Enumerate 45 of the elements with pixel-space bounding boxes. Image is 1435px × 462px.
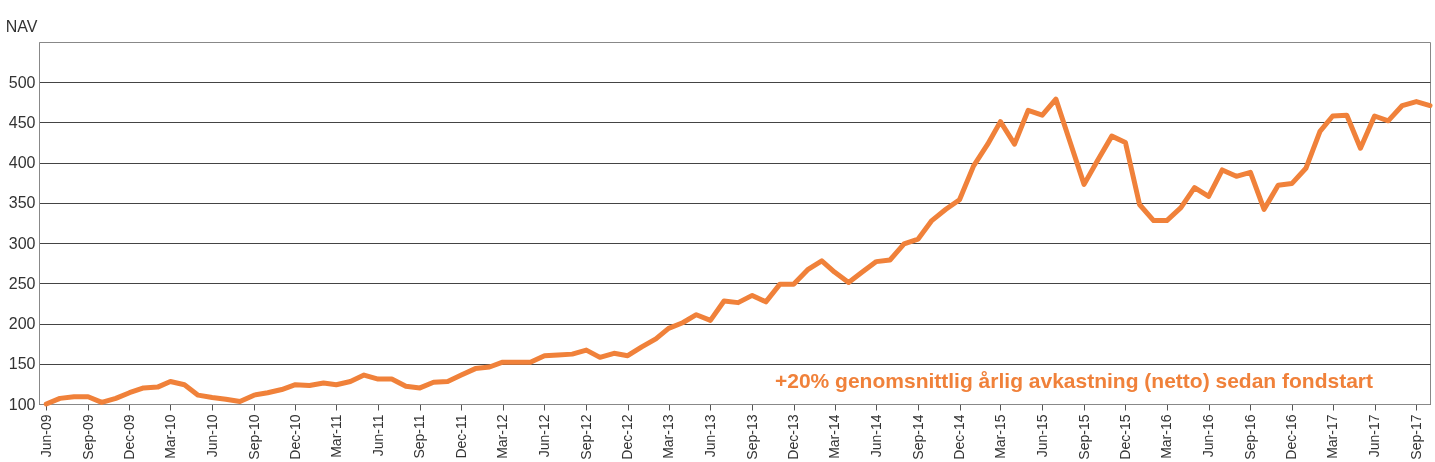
x-tick-label: Sep-13: [743, 414, 760, 460]
y-tick-label: 250: [8, 274, 36, 292]
x-tick-label: Sep-14: [909, 414, 926, 460]
x-tick-label: Dec-14: [951, 414, 968, 460]
y-tick-label: 400: [8, 154, 36, 172]
x-tick-label: Sep-17: [1407, 414, 1424, 460]
x-tick-label: Mar-12: [494, 414, 511, 459]
y-tick-label: 100: [8, 395, 36, 413]
x-tick-label: Dec-15: [1116, 414, 1133, 460]
x-tick-label: Mar-14: [826, 414, 843, 459]
annotation: +20% genomsnittlig årlig avkastning (netto) sedan fondstart: [774, 369, 1373, 392]
x-tick-label: Mar-11: [327, 414, 344, 458]
x-tick-label: Dec-13: [785, 414, 802, 460]
x-tick-label: Dec-10: [286, 414, 303, 460]
y-axis-title: NAV: [5, 17, 38, 35]
x-tick-label: Mar-15: [991, 414, 1008, 459]
x-tick-label: Mar-16: [1158, 414, 1175, 459]
x-tick-label: Jun-10: [203, 414, 220, 458]
x-tick-label: Dec-11: [452, 414, 469, 459]
x-tick-label: Mar-17: [1324, 414, 1341, 459]
y-tick-label: 350: [8, 194, 36, 212]
x-tick-label: Jun-12: [535, 414, 552, 458]
x-tick-label: Dec-09: [120, 414, 137, 460]
x-tick-label: Sep-12: [577, 414, 594, 460]
y-tick-label: 200: [8, 315, 36, 333]
y-tick-label: 150: [8, 355, 36, 373]
x-tick-label: Jun-14: [867, 414, 884, 458]
x-tick-label: Jun-09: [37, 414, 54, 458]
x-tick-label: Jun-13: [701, 414, 718, 458]
y-tick-label: 300: [8, 234, 36, 252]
x-tick-label: Jun-15: [1033, 414, 1050, 458]
x-tick-label: Mar-13: [660, 414, 677, 459]
x-tick-label: Sep-09: [79, 414, 96, 460]
x-tick-label: Mar-10: [161, 414, 178, 459]
x-tick-label: Sep-10: [245, 414, 262, 460]
x-tick-label: Sep-16: [1241, 414, 1258, 460]
y-tick-label: 500: [8, 73, 36, 91]
x-tick-label: Sep-11: [411, 414, 428, 459]
x-tick-label: Jun-11: [369, 414, 386, 457]
y-tick-label: 450: [8, 113, 36, 131]
x-tick-label: Sep-15: [1075, 414, 1092, 460]
x-tick-label: Jun-16: [1200, 414, 1217, 458]
x-tick-label: Dec-12: [619, 414, 636, 460]
x-tick-label: Jun-17: [1366, 414, 1383, 458]
x-tick-label: Dec-16: [1283, 414, 1300, 460]
